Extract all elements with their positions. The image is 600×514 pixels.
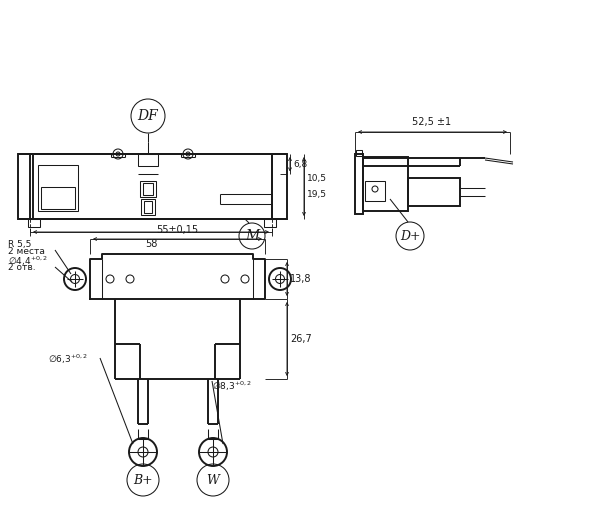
Bar — [141, 199, 155, 215]
Text: 26,7: 26,7 — [290, 334, 312, 344]
Text: $\varnothing$4,4$^{+0,2}$: $\varnothing$4,4$^{+0,2}$ — [8, 254, 48, 268]
Bar — [28, 219, 40, 227]
Text: $\varnothing$8,3$^{+0,2}$: $\varnothing$8,3$^{+0,2}$ — [212, 379, 252, 393]
Text: M: M — [245, 229, 259, 243]
Text: 2 места: 2 места — [8, 247, 45, 255]
Text: 10,5: 10,5 — [307, 174, 327, 183]
Text: $\varnothing$6,3$^{+0,2}$: $\varnothing$6,3$^{+0,2}$ — [48, 352, 88, 365]
Bar — [355, 154, 363, 214]
Bar — [41, 187, 75, 209]
Bar — [38, 165, 78, 211]
Bar — [143, 183, 153, 195]
Bar — [408, 178, 460, 206]
Text: W: W — [206, 473, 220, 486]
Text: 19,5: 19,5 — [307, 190, 327, 199]
Text: 58: 58 — [145, 239, 157, 249]
Bar — [365, 181, 385, 201]
Text: D+: D+ — [400, 229, 420, 243]
Bar — [144, 201, 152, 213]
Bar — [356, 150, 362, 156]
Text: 55±0,15: 55±0,15 — [157, 225, 199, 235]
Bar — [18, 154, 33, 219]
Text: 13,8: 13,8 — [290, 274, 311, 284]
Bar — [138, 154, 158, 166]
Text: 6,8: 6,8 — [293, 159, 307, 169]
Text: R 5,5: R 5,5 — [8, 240, 31, 248]
Text: 52,5 ±1: 52,5 ±1 — [412, 117, 452, 127]
Text: DF: DF — [137, 109, 158, 123]
Text: B+: B+ — [133, 473, 153, 486]
Bar — [363, 157, 408, 211]
Bar — [140, 181, 156, 197]
Text: 2 отв.: 2 отв. — [8, 264, 35, 272]
Bar — [30, 154, 272, 219]
Bar — [264, 219, 276, 227]
Bar — [272, 154, 287, 219]
